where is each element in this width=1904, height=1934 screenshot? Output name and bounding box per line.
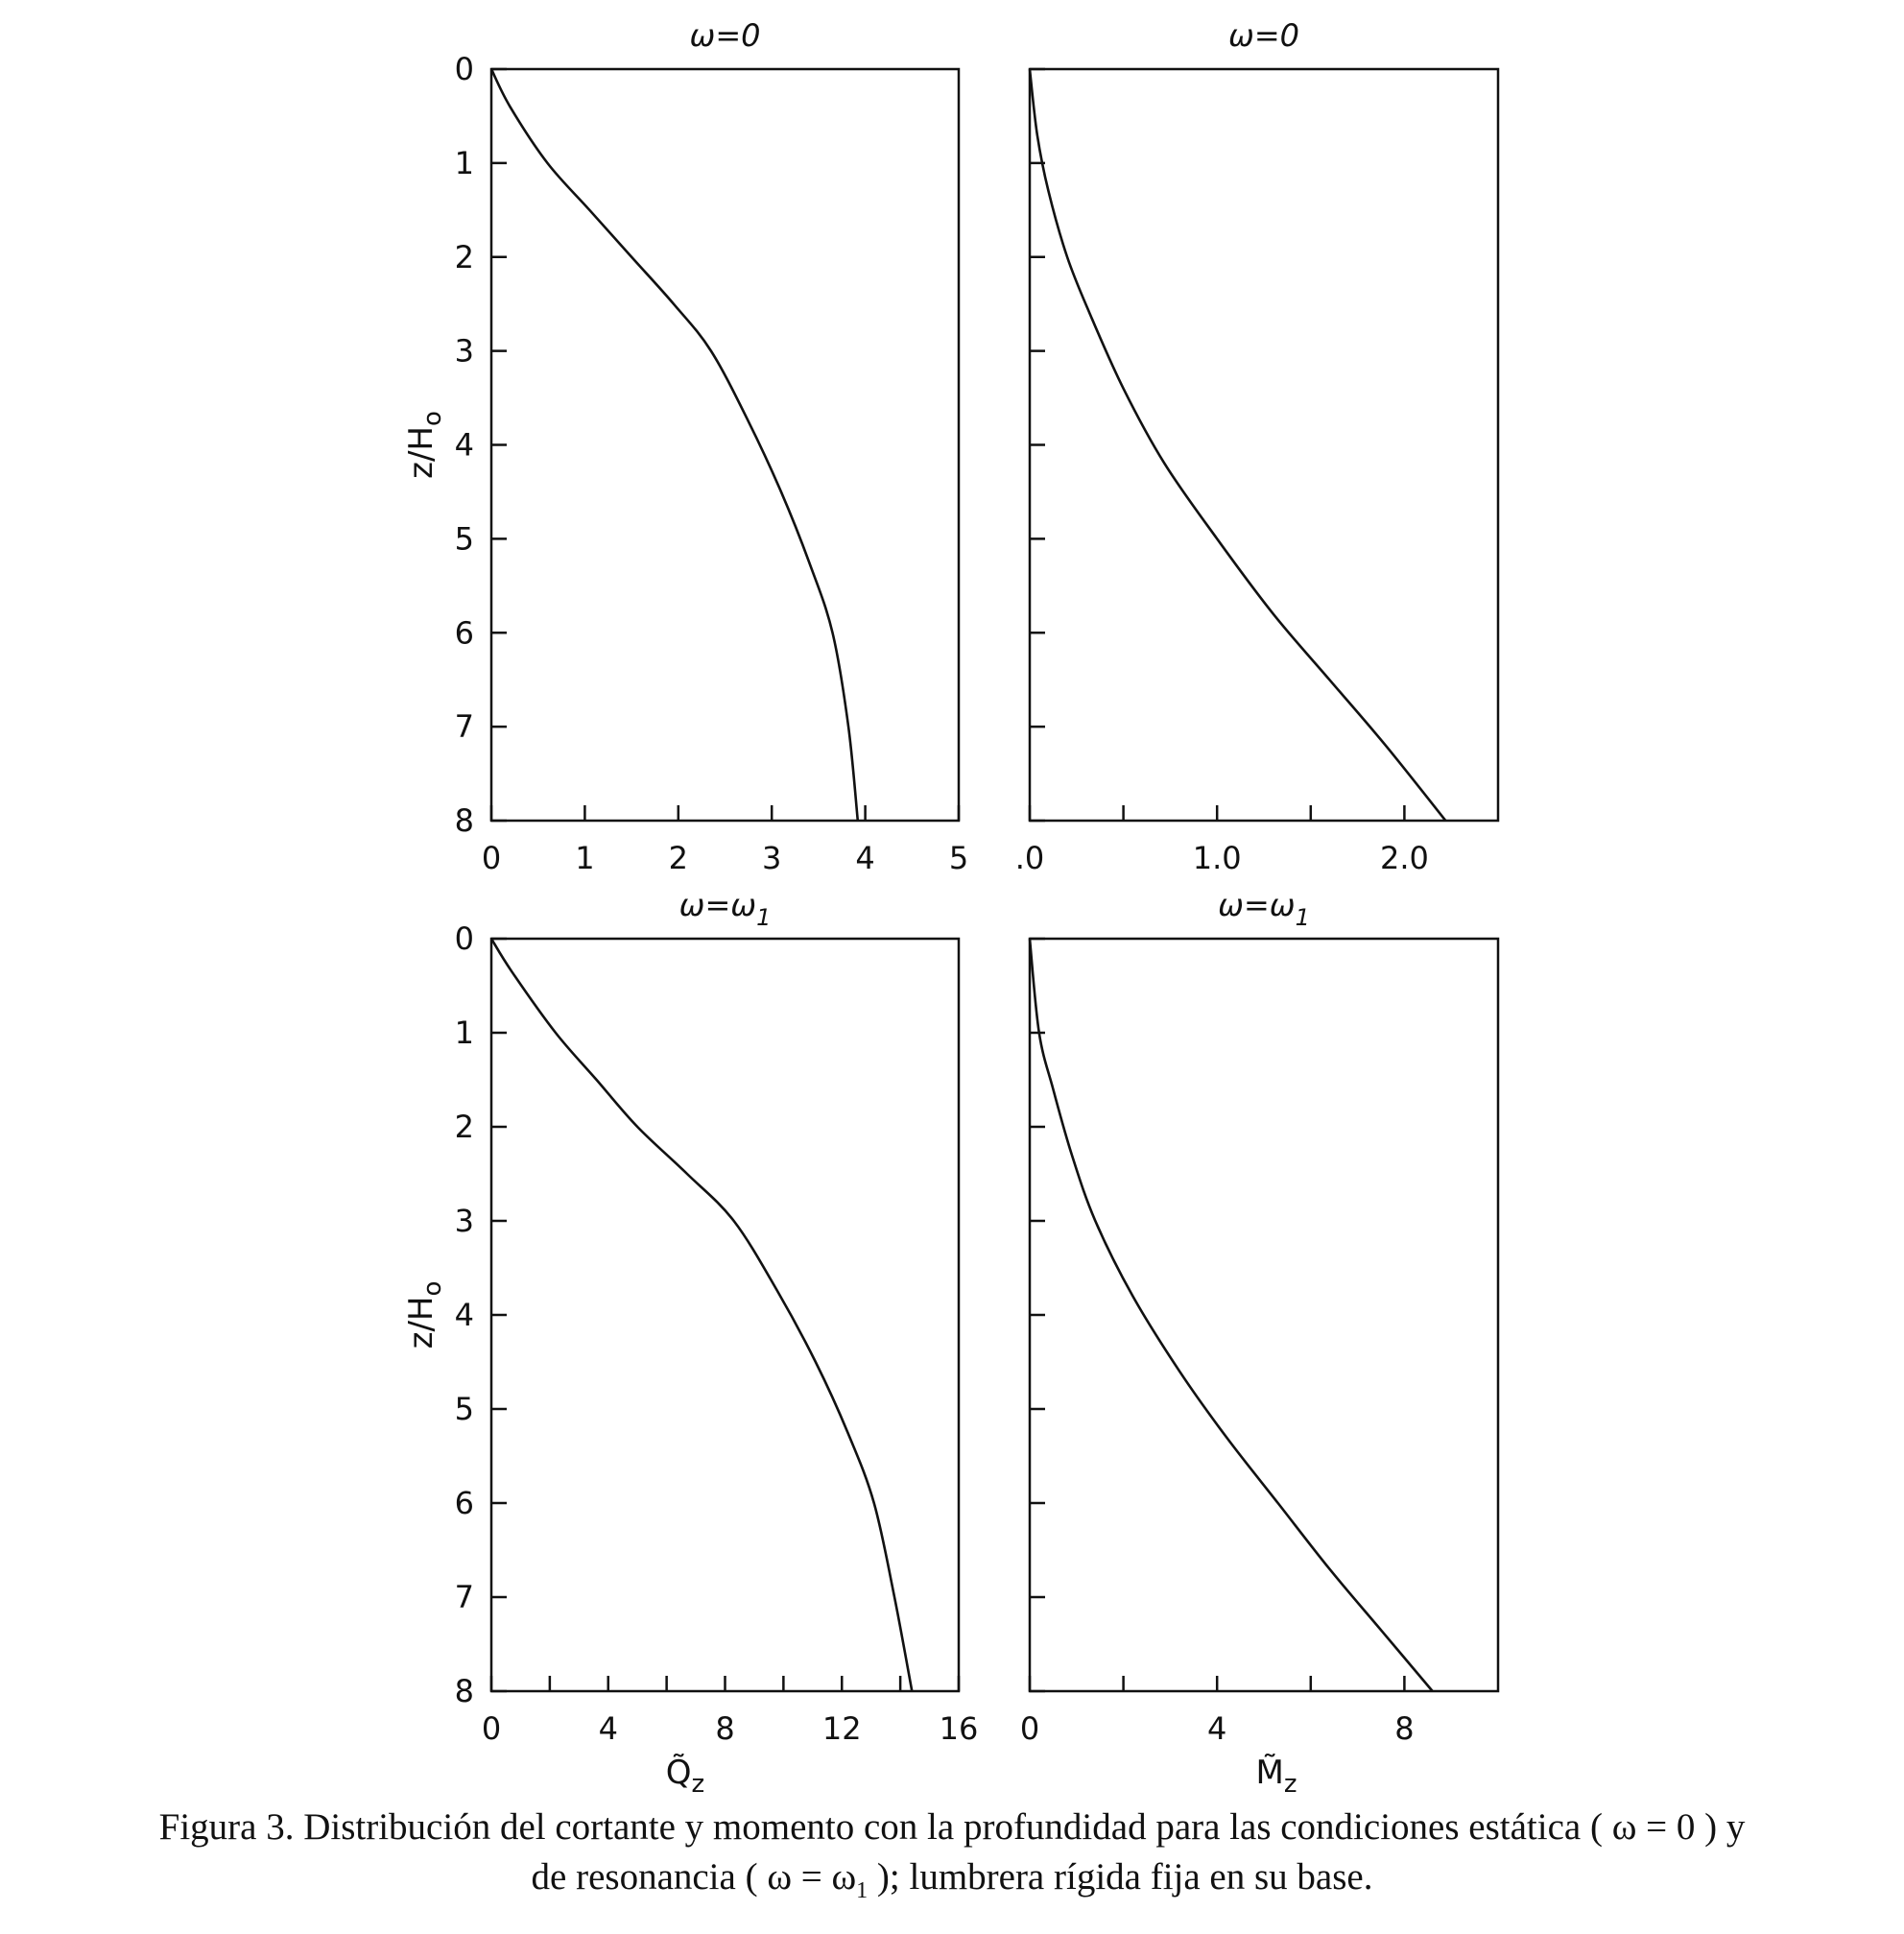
y-tick-label: 4	[455, 427, 474, 464]
y-tick-label: 2	[455, 1109, 474, 1145]
y-tick-label: 6	[455, 1485, 474, 1521]
panel-top-right: .0 1.0 2.0 ω=0	[1015, 17, 1500, 876]
x-tick-label: 12	[822, 1710, 862, 1747]
y-tick-label: 7	[455, 1579, 474, 1615]
x-tick-label: 0	[482, 840, 501, 876]
plot-frame	[1028, 937, 1500, 1693]
panel-bottom-right: 0 4 8 ω=ω1 M̃z	[1020, 887, 1500, 1799]
x-tick-label: 4	[855, 840, 874, 876]
series-line-0	[489, 938, 914, 1692]
x-tick-label: 0	[482, 1710, 501, 1747]
x-axis-label-subscript: z	[692, 1770, 705, 1799]
y-tick-label: 4	[455, 1297, 474, 1333]
plot-frame	[489, 937, 961, 1693]
y-axis-label-subscript: o	[418, 1281, 447, 1297]
x-tick-label: 4	[599, 1710, 618, 1747]
caption-line-2: de resonancia ( ω = ω1 ); lumbrera rígid…	[531, 1856, 1373, 1903]
y-tick-label: 3	[455, 333, 474, 370]
figure-caption: Figura 3. Distribución del cortante y mo…	[0, 1803, 1904, 1916]
chart-title-subscript: 1	[756, 904, 771, 931]
chart-title: ω=ω1	[679, 887, 772, 931]
x-tick-label: 2.0	[1380, 840, 1429, 876]
chart-title: ω=0	[690, 17, 761, 54]
y-tick-label: 8	[455, 1673, 474, 1709]
x-tick-label: 8	[1394, 1710, 1414, 1747]
series-line-0	[1028, 938, 1434, 1692]
y-tick-label: 3	[455, 1203, 474, 1239]
y-tick-label: 1	[455, 145, 474, 181]
x-tick-label: 2	[669, 840, 688, 876]
y-tick-label: 5	[455, 1391, 474, 1427]
x-tick-label: 1.0	[1193, 840, 1242, 876]
y-axis-label-subscript: o	[418, 411, 447, 426]
plot-frame	[1028, 67, 1500, 823]
y-axis-label: z/Ho	[402, 1281, 447, 1349]
y-tick-label: 8	[455, 802, 474, 839]
y-tick-label: 6	[455, 614, 474, 651]
x-axis-label: Q̃z	[666, 1754, 704, 1799]
y-tick-label: 0	[455, 920, 474, 957]
x-tick-label: 8	[715, 1710, 734, 1747]
y-tick-label: 7	[455, 708, 474, 745]
chart-title: ω=0	[1228, 17, 1299, 54]
plot-frame	[489, 67, 961, 823]
panel-top-left: 0 1 2 3 4 5 0 1 2 3 4 5 6 7 8 ω=0 z/Ho	[402, 17, 968, 876]
x-tick-label: .0	[1015, 840, 1045, 876]
y-axis-label: z/Ho	[402, 411, 447, 479]
x-tick-label: 0	[1020, 1710, 1039, 1747]
x-axis-label-subscript: z	[1284, 1770, 1297, 1799]
chart-title: ω=ω1	[1218, 887, 1310, 931]
chart-title-subscript: 1	[1296, 904, 1310, 931]
x-tick-label: 5	[949, 840, 968, 876]
y-tick-label: 2	[455, 239, 474, 275]
series-line-0	[1028, 68, 1447, 822]
y-tick-label: 0	[455, 51, 474, 87]
x-tick-label: 4	[1207, 1710, 1226, 1747]
y-tick-label: 1	[455, 1015, 474, 1051]
x-tick-label: 3	[762, 840, 781, 876]
x-tick-label: 1	[575, 840, 594, 876]
x-tick-label: 16	[940, 1710, 979, 1747]
x-axis-label: M̃z	[1256, 1754, 1297, 1799]
caption-line-1: Figura 3. Distribución del cortante y mo…	[158, 1806, 1746, 1848]
series-line-0	[489, 68, 860, 822]
y-tick-label: 5	[455, 520, 474, 557]
